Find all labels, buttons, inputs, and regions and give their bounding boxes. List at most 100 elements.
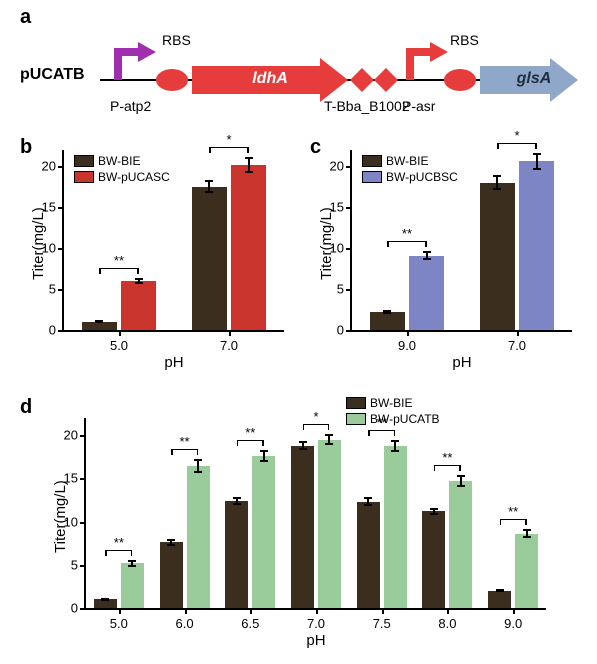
error-bar (208, 180, 210, 193)
xtick-label: 7.0 (508, 330, 526, 353)
xtick-label: 5.0 (110, 330, 128, 353)
bar (231, 165, 266, 330)
legend-swatch (74, 171, 94, 183)
legend-swatch (74, 155, 94, 167)
legend: BW-BIE BW-pUCASC (74, 154, 170, 186)
figure: a pUCATB P-atp2 RBS ldhA T-Bba_B10 (0, 0, 597, 664)
chart-c: 05101520Titer(mg/L)pH9.0**7.0*BW-BIEBW-p… (350, 150, 572, 332)
significance-marker: ** (500, 519, 527, 535)
significance-marker: ** (105, 550, 132, 566)
significance-marker: ** (171, 449, 198, 465)
legend-swatch (346, 397, 366, 409)
legend-item: BW-pUCATB (346, 412, 440, 426)
ytick-label: 20 (330, 159, 352, 174)
bar (252, 456, 275, 608)
bar (192, 187, 227, 330)
bar (384, 446, 407, 608)
rbs2-label: RBS (450, 32, 479, 48)
xtick-label: 6.5 (241, 608, 259, 631)
error-bar (98, 320, 100, 323)
xtick-label: 7.0 (307, 608, 325, 631)
legend-text: BW-BIE (386, 154, 428, 168)
construct-name: pUCATB (20, 66, 85, 84)
xtick-label: 7.5 (373, 608, 391, 631)
bar (291, 446, 314, 608)
panel-d-label: d (20, 396, 32, 419)
legend-item: BW-BIE (74, 154, 170, 168)
significance-marker: ** (434, 465, 461, 481)
panel-b-label: b (20, 136, 32, 159)
legend-swatch (362, 171, 382, 183)
significance-marker: * (209, 147, 249, 163)
promoter2-label: P-asr (402, 98, 435, 114)
x-axis-label: pH (352, 354, 572, 371)
legend: BW-BIE BW-pUCATB (346, 396, 440, 428)
error-bar (499, 589, 501, 592)
legend-text: BW-pUCBSC (386, 170, 458, 184)
significance-marker: ** (237, 440, 264, 456)
legend: BW-BIE BW-pUCBSC (362, 154, 458, 186)
ytick-label: 20 (64, 428, 86, 443)
legend-text: BW-pUCASC (98, 170, 170, 184)
xtick-label: 9.0 (398, 330, 416, 353)
bar (409, 256, 444, 330)
bar (422, 511, 445, 608)
significance-marker: * (303, 424, 330, 440)
legend-text: BW-BIE (98, 154, 140, 168)
ytick-label: 0 (49, 323, 64, 338)
xtick-label: 8.0 (438, 608, 456, 631)
bar (225, 501, 248, 608)
ytick-label: 5 (337, 282, 352, 297)
chart-d: 05101520Titer(mg/L)pH5.0**6.0**6.5**7.0*… (84, 418, 546, 610)
significance-marker: ** (387, 241, 427, 257)
ytick-label: 20 (42, 159, 64, 174)
error-bar (367, 497, 369, 506)
legend-item: BW-BIE (346, 396, 440, 410)
bar (121, 281, 156, 330)
ytick-label: 0 (337, 323, 352, 338)
bar (160, 542, 183, 608)
gene2-label: glsA (494, 70, 574, 88)
error-bar (104, 598, 106, 601)
bar (121, 563, 144, 608)
panel-a: pUCATB P-atp2 RBS ldhA T-Bba_B1002 P- (20, 20, 580, 130)
legend-item: BW-pUCBSC (362, 170, 458, 184)
chart-b: 05101520Titer(mg/L)pH5.0**7.0*BW-BIEBW-p… (62, 150, 284, 332)
bar (370, 312, 405, 330)
bar (187, 466, 210, 608)
legend-text: BW-BIE (370, 396, 412, 410)
bar (449, 481, 472, 608)
legend-item: BW-pUCASC (74, 170, 170, 184)
significance-marker: * (497, 143, 537, 159)
xtick-label: 6.0 (176, 608, 194, 631)
legend-swatch (346, 413, 366, 425)
ytick-label: 5 (49, 282, 64, 297)
legend-text: BW-pUCATB (370, 412, 440, 426)
error-bar (496, 175, 498, 190)
bar (519, 161, 554, 330)
xtick-label: 7.0 (220, 330, 238, 353)
significance-marker: ** (368, 430, 395, 446)
y-axis-label: Titer(mg/L) (318, 207, 335, 280)
bar (318, 440, 341, 608)
significance-marker: ** (99, 268, 139, 284)
xtick-label: 5.0 (110, 608, 128, 631)
rbs1-label: RBS (162, 32, 191, 48)
bar (515, 534, 538, 608)
error-bar (236, 497, 238, 506)
gene1-label: ldhA (220, 70, 320, 88)
error-bar (302, 441, 304, 450)
error-bar (433, 508, 435, 515)
bar (480, 183, 515, 330)
xtick-label: 9.0 (504, 608, 522, 631)
y-axis-label: Titer(mg/L) (52, 480, 69, 553)
ytick-label: 0 (71, 601, 86, 616)
legend-swatch (362, 155, 382, 167)
error-bar (386, 310, 388, 313)
bar (357, 502, 380, 608)
promoter1-label: P-atp2 (110, 98, 151, 114)
error-bar (170, 539, 172, 546)
panel-c-label: c (310, 136, 321, 159)
x-axis-label: pH (86, 632, 546, 649)
x-axis-label: pH (64, 354, 284, 371)
